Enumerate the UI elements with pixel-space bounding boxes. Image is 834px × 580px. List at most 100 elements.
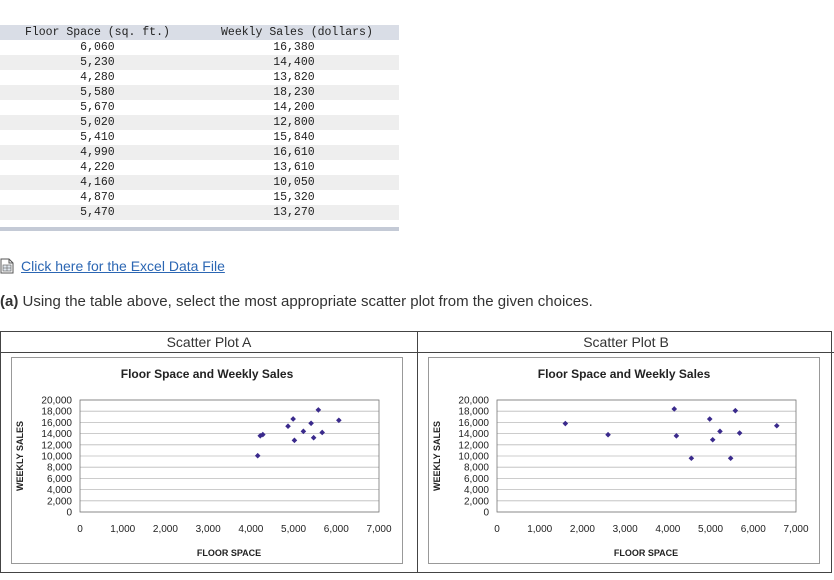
data-point [727, 455, 734, 462]
question-text: (a) Using the table above, select the mo… [0, 293, 593, 310]
scatter-plot-b-chart-frame: Floor Space and Weekly Sales 0 2,000 4,000 6… [428, 357, 820, 564]
cell-weekly-sales: 13,610 [194, 160, 399, 175]
table-row: 6,060 16,380 [0, 40, 399, 55]
cell-floor-space: 5,670 [0, 100, 195, 115]
table-row: 5,230 14,400 [0, 55, 399, 70]
x-tick-label: 1,000 [527, 524, 552, 535]
cell-floor-space: 4,990 [0, 145, 195, 160]
data-point [291, 437, 298, 444]
y-tick-label: 12,000 [41, 440, 72, 451]
cell-floor-space: 5,020 [0, 115, 195, 130]
excel-data-file-link[interactable]: Click here for the Excel Data File [0, 258, 225, 274]
cell-floor-space: 5,580 [0, 85, 195, 100]
table-row: 5,670 14,200 [0, 100, 399, 115]
data-point [308, 420, 314, 427]
cell-floor-space: 5,230 [0, 55, 195, 70]
scatter-plot-b-option[interactable]: Scatter Plot B Floor Space and Weekly Sa… [417, 332, 834, 572]
data-point [717, 428, 723, 435]
y-tick-label: 10,000 [458, 452, 489, 463]
data-point [773, 422, 780, 429]
y-axis-label: WEEKLY SALES [432, 421, 442, 491]
data-point [290, 416, 296, 422]
data-point [336, 417, 342, 424]
y-tick-label: 6,000 [47, 474, 72, 485]
x-axis-label: FLOOR SPACE [197, 548, 261, 558]
y-tick-label: 8,000 [47, 463, 72, 474]
x-tick-label: 7,000 [366, 524, 391, 535]
scatter-plot-b-label: Scatter Plot B [418, 332, 834, 353]
data-point [736, 430, 743, 436]
table-row: 5,410 15,840 [0, 130, 399, 145]
table-row: 4,870 15,320 [0, 190, 399, 205]
data-point [562, 420, 569, 427]
x-tick-label: 3,000 [613, 524, 638, 535]
cell-weekly-sales: 14,400 [194, 55, 399, 70]
table-row: 5,470 13,270 [0, 205, 399, 220]
cell-weekly-sales: 13,270 [194, 205, 399, 220]
x-tick-label: 5,000 [281, 524, 306, 535]
scatter-plot-a-chart-frame: Floor Space and Weekly Sales 0 2,000 4,000 6… [11, 357, 403, 564]
y-tick-label: 14,000 [41, 429, 72, 440]
cell-weekly-sales: 13,820 [194, 70, 399, 85]
y-tick-label: 6,000 [464, 474, 489, 485]
scatter-plot-a-chart: Floor Space and Weekly Sales02,0004,0006… [15, 367, 392, 558]
table-row: 4,220 13,610 [0, 160, 399, 175]
question-body: Using the table above, select the most a… [18, 293, 593, 310]
y-tick-label: 0 [483, 508, 489, 519]
x-tick-label: 3,000 [196, 524, 221, 535]
y-tick-label: 20,000 [458, 396, 489, 407]
x-tick-label: 0 [494, 524, 500, 535]
cell-floor-space: 4,280 [0, 70, 195, 85]
y-tick-label: 16,000 [458, 418, 489, 429]
y-tick-label: 4,000 [47, 485, 72, 496]
y-tick-label: 20,000 [41, 396, 72, 407]
plot-area [496, 399, 797, 513]
y-tick-label: 10,000 [41, 452, 72, 463]
data-point [310, 434, 317, 441]
table-row: 4,160 10,050 [0, 175, 399, 190]
cell-weekly-sales: 12,800 [194, 115, 399, 130]
scatter-plot-a-option[interactable]: Scatter Plot A Floor Space and Weekly Sa… [1, 332, 417, 572]
table-row: 5,580 18,230 [0, 85, 399, 100]
x-tick-label: 6,000 [324, 524, 349, 535]
x-tick-label: 2,000 [153, 524, 178, 535]
table-row: 5,020 12,800 [0, 115, 399, 130]
y-tick-label: 14,000 [458, 429, 489, 440]
cell-weekly-sales: 10,050 [194, 175, 399, 190]
x-tick-label: 4,000 [655, 524, 680, 535]
y-tick-label: 8,000 [464, 463, 489, 474]
x-tick-label: 2,000 [570, 524, 595, 535]
y-tick-label: 18,000 [41, 407, 72, 418]
cell-weekly-sales: 16,380 [194, 40, 399, 55]
data-point [319, 429, 325, 436]
data-point [673, 433, 680, 439]
cell-weekly-sales: 15,320 [194, 190, 399, 205]
column-header-floor-space: Floor Space (sq. ft.) [0, 25, 195, 40]
question-part-label: (a) [0, 293, 19, 310]
scatter-plot-choices: Scatter Plot A Floor Space and Weekly Sa… [0, 331, 834, 573]
data-point [709, 436, 716, 443]
table-bottom-border [0, 227, 399, 231]
data-point [706, 416, 713, 422]
excel-link-label[interactable]: Click here for the Excel Data File [21, 258, 225, 274]
excel-file-icon [0, 258, 15, 274]
x-tick-label: 6,000 [741, 524, 766, 535]
chart-title: Floor Space and Weekly Sales [538, 367, 711, 381]
cell-weekly-sales: 16,610 [194, 145, 399, 160]
x-tick-label: 7,000 [783, 524, 808, 535]
x-tick-label: 5,000 [698, 524, 723, 535]
table-row: 4,280 13,820 [0, 70, 399, 85]
data-point [285, 423, 291, 430]
y-tick-label: 18,000 [458, 407, 489, 418]
table-row: 4,990 16,610 [0, 145, 399, 160]
cell-floor-space: 5,410 [0, 130, 195, 145]
x-tick-label: 1,000 [110, 524, 135, 535]
chart-title: Floor Space and Weekly Sales [121, 367, 294, 381]
cell-weekly-sales: 14,200 [194, 100, 399, 115]
y-tick-label: 2,000 [464, 496, 489, 507]
data-point [315, 407, 322, 413]
y-tick-label: 2,000 [47, 496, 72, 507]
column-header-weekly-sales: Weekly Sales (dollars) [194, 25, 399, 40]
cell-weekly-sales: 15,840 [194, 130, 399, 145]
y-tick-label: 0 [66, 508, 72, 519]
